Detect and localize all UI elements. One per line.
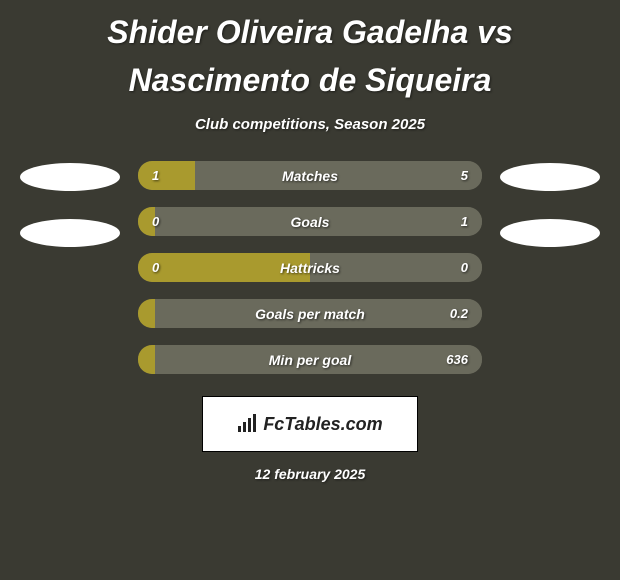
player1-avatar bbox=[20, 219, 120, 247]
stats-area: 15Matches 01Goals 00Hattricks 0.2Goals per … bbox=[0, 161, 620, 374]
stat-bars: 15Matches 01Goals 00Hattricks 0.2Goals per … bbox=[138, 161, 482, 374]
stat-label: Matches bbox=[138, 161, 482, 190]
player2-avatar bbox=[500, 219, 600, 247]
fctables-logo[interactable]: FcTables.com bbox=[202, 396, 418, 452]
stat-label: Min per goal bbox=[138, 345, 482, 374]
date-text: 12 february 2025 bbox=[0, 466, 620, 482]
stat-label: Hattricks bbox=[138, 253, 482, 282]
stat-label: Goals bbox=[138, 207, 482, 236]
bar-chart-icon bbox=[237, 414, 259, 434]
stat-row: 636Min per goal bbox=[138, 345, 482, 374]
stat-row: 0.2Goals per match bbox=[138, 299, 482, 328]
player2-avatar-col bbox=[500, 161, 600, 374]
logo-text: FcTables.com bbox=[263, 414, 382, 435]
stat-label: Goals per match bbox=[138, 299, 482, 328]
stat-row: 00Hattricks bbox=[138, 253, 482, 282]
comparison-subtitle: Club competitions, Season 2025 bbox=[0, 116, 620, 133]
stat-row: 15Matches bbox=[138, 161, 482, 190]
stat-row: 01Goals bbox=[138, 207, 482, 236]
player1-avatar-col bbox=[20, 161, 120, 374]
player2-avatar bbox=[500, 163, 600, 191]
comparison-title: Shider Oliveira Gadelha vs Nascimento de… bbox=[0, 0, 620, 104]
player1-avatar bbox=[20, 163, 120, 191]
